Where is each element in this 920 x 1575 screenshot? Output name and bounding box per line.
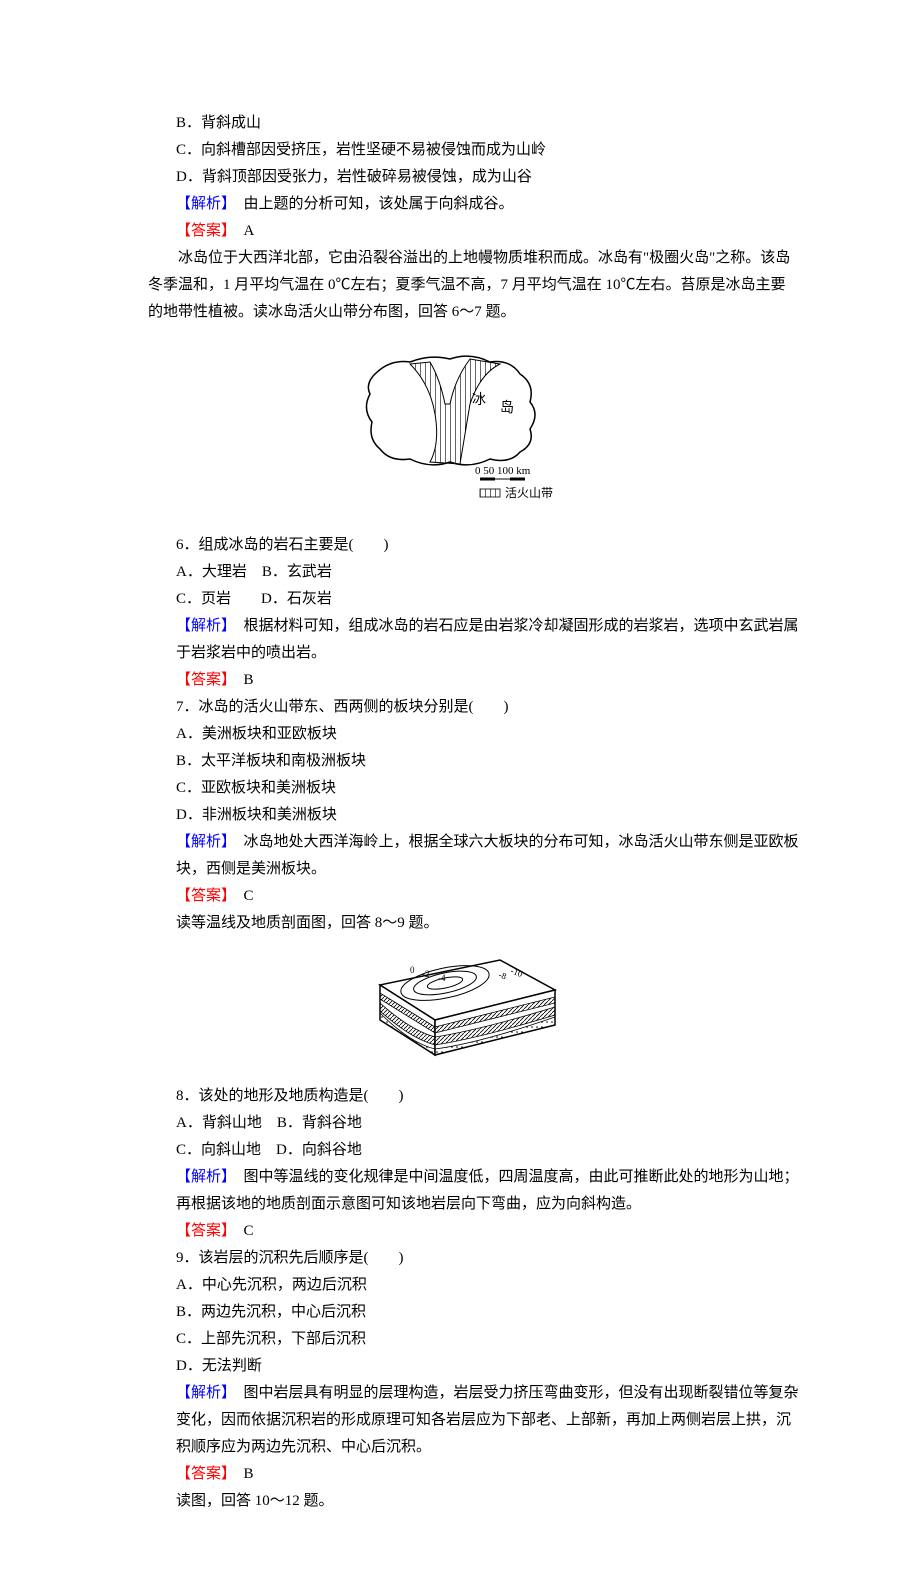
q9-analysis-text: 图中岩层具有明显的层理构造，岩层受力挤压弯曲变形，但没有出现断裂错位等复杂变化，… <box>176 1385 799 1455</box>
q6-opt-b: B．玄武岩 <box>262 564 332 580</box>
svg-text:-4: -4 <box>438 973 446 983</box>
analysis-label: 【解析】 <box>176 834 229 850</box>
q6-answer-text: B <box>229 672 254 688</box>
q9-analysis: 【解析】 图中岩层具有明显的层理构造，岩层受力挤压弯曲变形，但没有出现断裂错位等… <box>120 1380 800 1461</box>
q9-options: A．中心先沉积，两边后沉积 B．两边先沉积，中心后沉积 C．上部先沉积，下部后沉… <box>120 1272 800 1380</box>
q7-opt-a: A．美洲板块和亚欧板块 <box>176 721 800 748</box>
q5-opt-b: B．背斜成山 <box>176 110 800 137</box>
document-content: B．背斜成山 C．向斜槽部因受挤压，岩性坚硬不易被侵蚀而成为山岭 D．背斜顶部因… <box>120 110 800 1515</box>
q8-answer-text: C <box>229 1223 254 1239</box>
q7-analysis: 【解析】 冰岛地处大西洋海岭上，根据全球六大板块的分布可知，冰岛活火山带东侧是亚… <box>120 829 800 883</box>
iceland-map-svg: 冰 岛 0 50 100 km 活火山带 <box>340 334 580 514</box>
q6-options-ab: A．大理岩 B．玄武岩 <box>120 559 800 586</box>
q5-analysis: 【解析】 由上题的分析可知，该处属于向斜成谷。 <box>120 191 800 218</box>
q7-opt-c: C．亚欧板块和美洲板块 <box>176 775 800 802</box>
iceland-passage-text: 冰岛位于大西洋北部，它由沿裂谷溢出的上地幔物质堆积而成。冰岛有"极圈火岛"之称。… <box>148 250 790 320</box>
q6-analysis-text: 根据材料可知，组成冰岛的岩石应是由岩浆冷却凝固形成的岩浆岩，选项中玄武岩属于岩浆… <box>176 618 799 661</box>
isotherm-diagram-svg: -10 -8 -2 -4 0 <box>360 945 560 1065</box>
q9-opt-c: C．上部先沉积，下部后沉积 <box>176 1326 800 1353</box>
q7-options: A．美洲板块和亚欧板块 B．太平洋板块和南极洲板块 C．亚欧板块和美洲板块 D．… <box>120 721 800 829</box>
q6-opt-d: D．石灰岩 <box>261 591 332 607</box>
q5-opt-c: C．向斜槽部因受挤压，岩性坚硬不易被侵蚀而成为山岭 <box>176 137 800 164</box>
q5-answer: 【答案】 A <box>120 218 800 245</box>
q7-answer-text: C <box>229 888 254 904</box>
q7-analysis-text: 冰岛地处大西洋海岭上，根据全球六大板块的分布可知，冰岛活火山带东侧是亚欧板块，西… <box>176 834 799 877</box>
final-passage: 读图，回答 10～12 题。 <box>120 1488 800 1515</box>
q6-opt-a: A．大理岩 <box>176 564 247 580</box>
q9-opt-b: B．两边先沉积，中心后沉积 <box>176 1299 800 1326</box>
analysis-label: 【解析】 <box>176 196 229 212</box>
q7-opt-b: B．太平洋板块和南极洲板块 <box>176 748 800 775</box>
analysis-label: 【解析】 <box>176 1169 229 1185</box>
svg-text:0: 0 <box>410 965 415 975</box>
q6-options-cd: C．页岩 D．石灰岩 <box>120 586 800 613</box>
q8-analysis: 【解析】 图中等温线的变化规律是中间温度低，四周温度高，由此可推断此处的地形为山… <box>120 1164 800 1218</box>
q8-options-ab: A．背斜山地 B．背斜谷地 <box>120 1110 800 1137</box>
q6-answer: 【答案】 B <box>120 667 800 694</box>
q9-answer-text: B <box>229 1466 254 1482</box>
answer-label: 【答案】 <box>176 223 229 239</box>
q8-stem: 8．该处的地形及地质构造是( ) <box>120 1083 800 1110</box>
answer-label: 【答案】 <box>176 888 229 904</box>
map-scale-text: 0 50 100 km <box>475 465 531 477</box>
q8-opt-a: A．背斜山地 <box>176 1115 262 1131</box>
q8-opt-b: B．背斜谷地 <box>277 1115 362 1131</box>
iceland-passage: 冰岛位于大西洋北部，它由沿裂谷溢出的上地幔物质堆积而成。冰岛有"极圈火岛"之称。… <box>120 245 800 326</box>
isotherm-diagram-container: -10 -8 -2 -4 0 <box>120 945 800 1075</box>
q9-answer: 【答案】 B <box>120 1461 800 1488</box>
q5-analysis-text: 由上题的分析可知，该处属于向斜成谷。 <box>229 196 514 212</box>
q9-opt-a: A．中心先沉积，两边后沉积 <box>176 1272 800 1299</box>
q7-opt-d: D．非洲板块和美洲板块 <box>176 802 800 829</box>
iceland-map-container: 冰 岛 0 50 100 km 活火山带 <box>120 334 800 524</box>
answer-label: 【答案】 <box>176 672 229 688</box>
q7-stem: 7．冰岛的活火山带东、西两侧的板块分别是( ) <box>120 694 800 721</box>
q7-answer: 【答案】 C <box>120 883 800 910</box>
map-label-dao: 岛 <box>500 400 514 416</box>
q8-opt-c: C．向斜山地 <box>176 1142 261 1158</box>
q5-answer-text: A <box>229 223 255 239</box>
isotherm-passage: 读等温线及地质剖面图，回答 8～9 题。 <box>120 910 800 937</box>
answer-label: 【答案】 <box>176 1223 229 1239</box>
analysis-label: 【解析】 <box>176 618 229 634</box>
q6-opt-c: C．页岩 <box>176 591 231 607</box>
q8-analysis-text: 图中等温线的变化规律是中间温度低，四周温度高，由此可推断此处的地形为山地；再根据… <box>176 1169 799 1212</box>
svg-text:-2: -2 <box>422 969 430 979</box>
map-label-bing: 冰 <box>472 392 486 408</box>
q8-options-cd: C．向斜山地 D．向斜谷地 <box>120 1137 800 1164</box>
q8-opt-d: D．向斜谷地 <box>276 1142 362 1158</box>
q5-options: B．背斜成山 C．向斜槽部因受挤压，岩性坚硬不易被侵蚀而成为山岭 D．背斜顶部因… <box>120 110 800 191</box>
q8-answer: 【答案】 C <box>120 1218 800 1245</box>
answer-label: 【答案】 <box>176 1466 229 1482</box>
analysis-label: 【解析】 <box>176 1385 229 1401</box>
q5-opt-d: D．背斜顶部因受张力，岩性破碎易被侵蚀，成为山谷 <box>176 164 800 191</box>
q9-opt-d: D．无法判断 <box>176 1353 800 1380</box>
map-legend-text: 活火山带 <box>505 486 553 500</box>
q9-stem: 9．该岩层的沉积先后顺序是( ) <box>120 1245 800 1272</box>
q6-analysis: 【解析】 根据材料可知，组成冰岛的岩石应是由岩浆冷却凝固形成的岩浆岩，选项中玄武… <box>120 613 800 667</box>
q6-stem: 6．组成冰岛的岩石主要是( ) <box>120 532 800 559</box>
